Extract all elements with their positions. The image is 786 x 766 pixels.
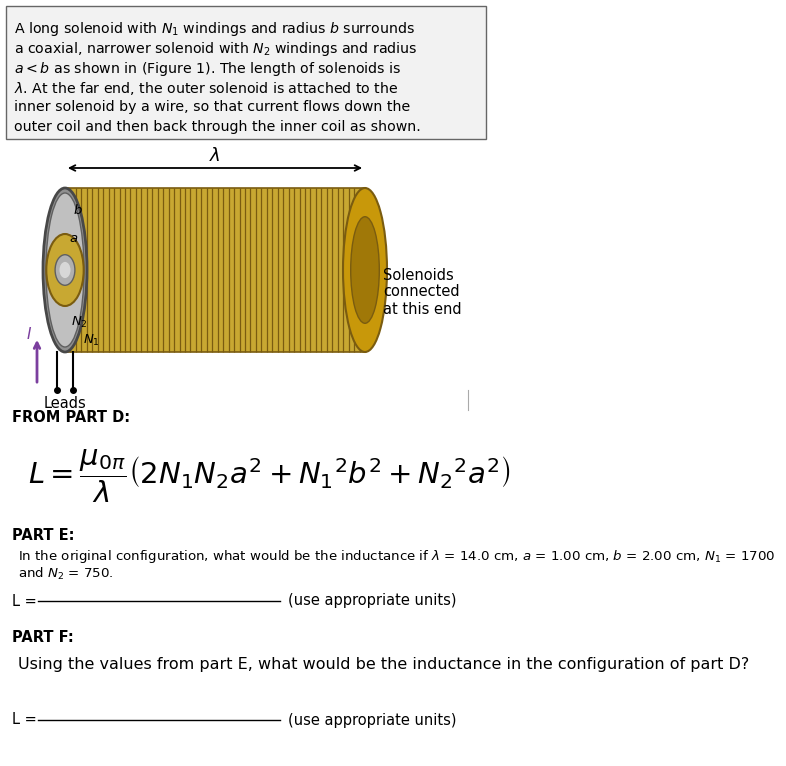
Text: and $N_2$ = 750.: and $N_2$ = 750.: [18, 566, 114, 582]
Text: (use appropriate units): (use appropriate units): [288, 712, 457, 728]
Ellipse shape: [43, 188, 87, 352]
Text: A long solenoid with $N_1$ windings and radius $b$ surrounds: A long solenoid with $N_1$ windings and …: [14, 20, 415, 38]
Ellipse shape: [60, 262, 71, 278]
Text: outer coil and then back through the inner coil as shown.: outer coil and then back through the inn…: [14, 120, 421, 134]
Text: $L = \dfrac{\mu_{0\pi}}{\lambda} \left(2N_1 N_2 a^2 + N_1{}^2 b^2 + N_2{}^2 a^2\: $L = \dfrac{\mu_{0\pi}}{\lambda} \left(2…: [28, 448, 511, 505]
Text: a coaxial, narrower solenoid with $N_2$ windings and radius: a coaxial, narrower solenoid with $N_2$ …: [14, 40, 417, 58]
FancyBboxPatch shape: [6, 6, 486, 139]
Text: Using the values from part E, what would be the inductance in the configuration : Using the values from part E, what would…: [18, 657, 749, 672]
Text: $\lambda$. At the far end, the outer solenoid is attached to the: $\lambda$. At the far end, the outer sol…: [14, 80, 399, 97]
Ellipse shape: [343, 188, 387, 352]
Text: $b$: $b$: [73, 203, 83, 217]
Text: Leads: Leads: [44, 397, 86, 411]
Text: connected: connected: [383, 284, 460, 300]
Text: at this end: at this end: [383, 302, 461, 316]
Ellipse shape: [55, 255, 75, 285]
Text: inner solenoid by a wire, so that current flows down the: inner solenoid by a wire, so that curren…: [14, 100, 410, 114]
Text: L =: L =: [12, 594, 37, 608]
Ellipse shape: [46, 234, 83, 306]
Text: (use appropriate units): (use appropriate units): [288, 594, 457, 608]
Text: L =: L =: [12, 712, 37, 728]
Text: $a < b$ as shown in (Figure 1). The length of solenoids is: $a < b$ as shown in (Figure 1). The leng…: [14, 60, 401, 78]
Ellipse shape: [46, 193, 84, 347]
Text: FROM PART D:: FROM PART D:: [12, 410, 130, 425]
Text: $\lambda$: $\lambda$: [209, 147, 221, 165]
Bar: [65, 188, 365, 352]
Ellipse shape: [351, 217, 380, 323]
Text: Solenoids: Solenoids: [383, 267, 454, 283]
Text: In the original configuration, what would be the inductance if $\lambda$ = 14.0 : In the original configuration, what woul…: [18, 548, 775, 565]
Text: $I$: $I$: [26, 326, 32, 342]
Text: PART F:: PART F:: [12, 630, 74, 645]
Text: $N_1$: $N_1$: [83, 332, 100, 348]
Text: $N_2$: $N_2$: [71, 315, 88, 329]
Text: PART E:: PART E:: [12, 528, 75, 543]
Text: $a$: $a$: [69, 231, 79, 244]
